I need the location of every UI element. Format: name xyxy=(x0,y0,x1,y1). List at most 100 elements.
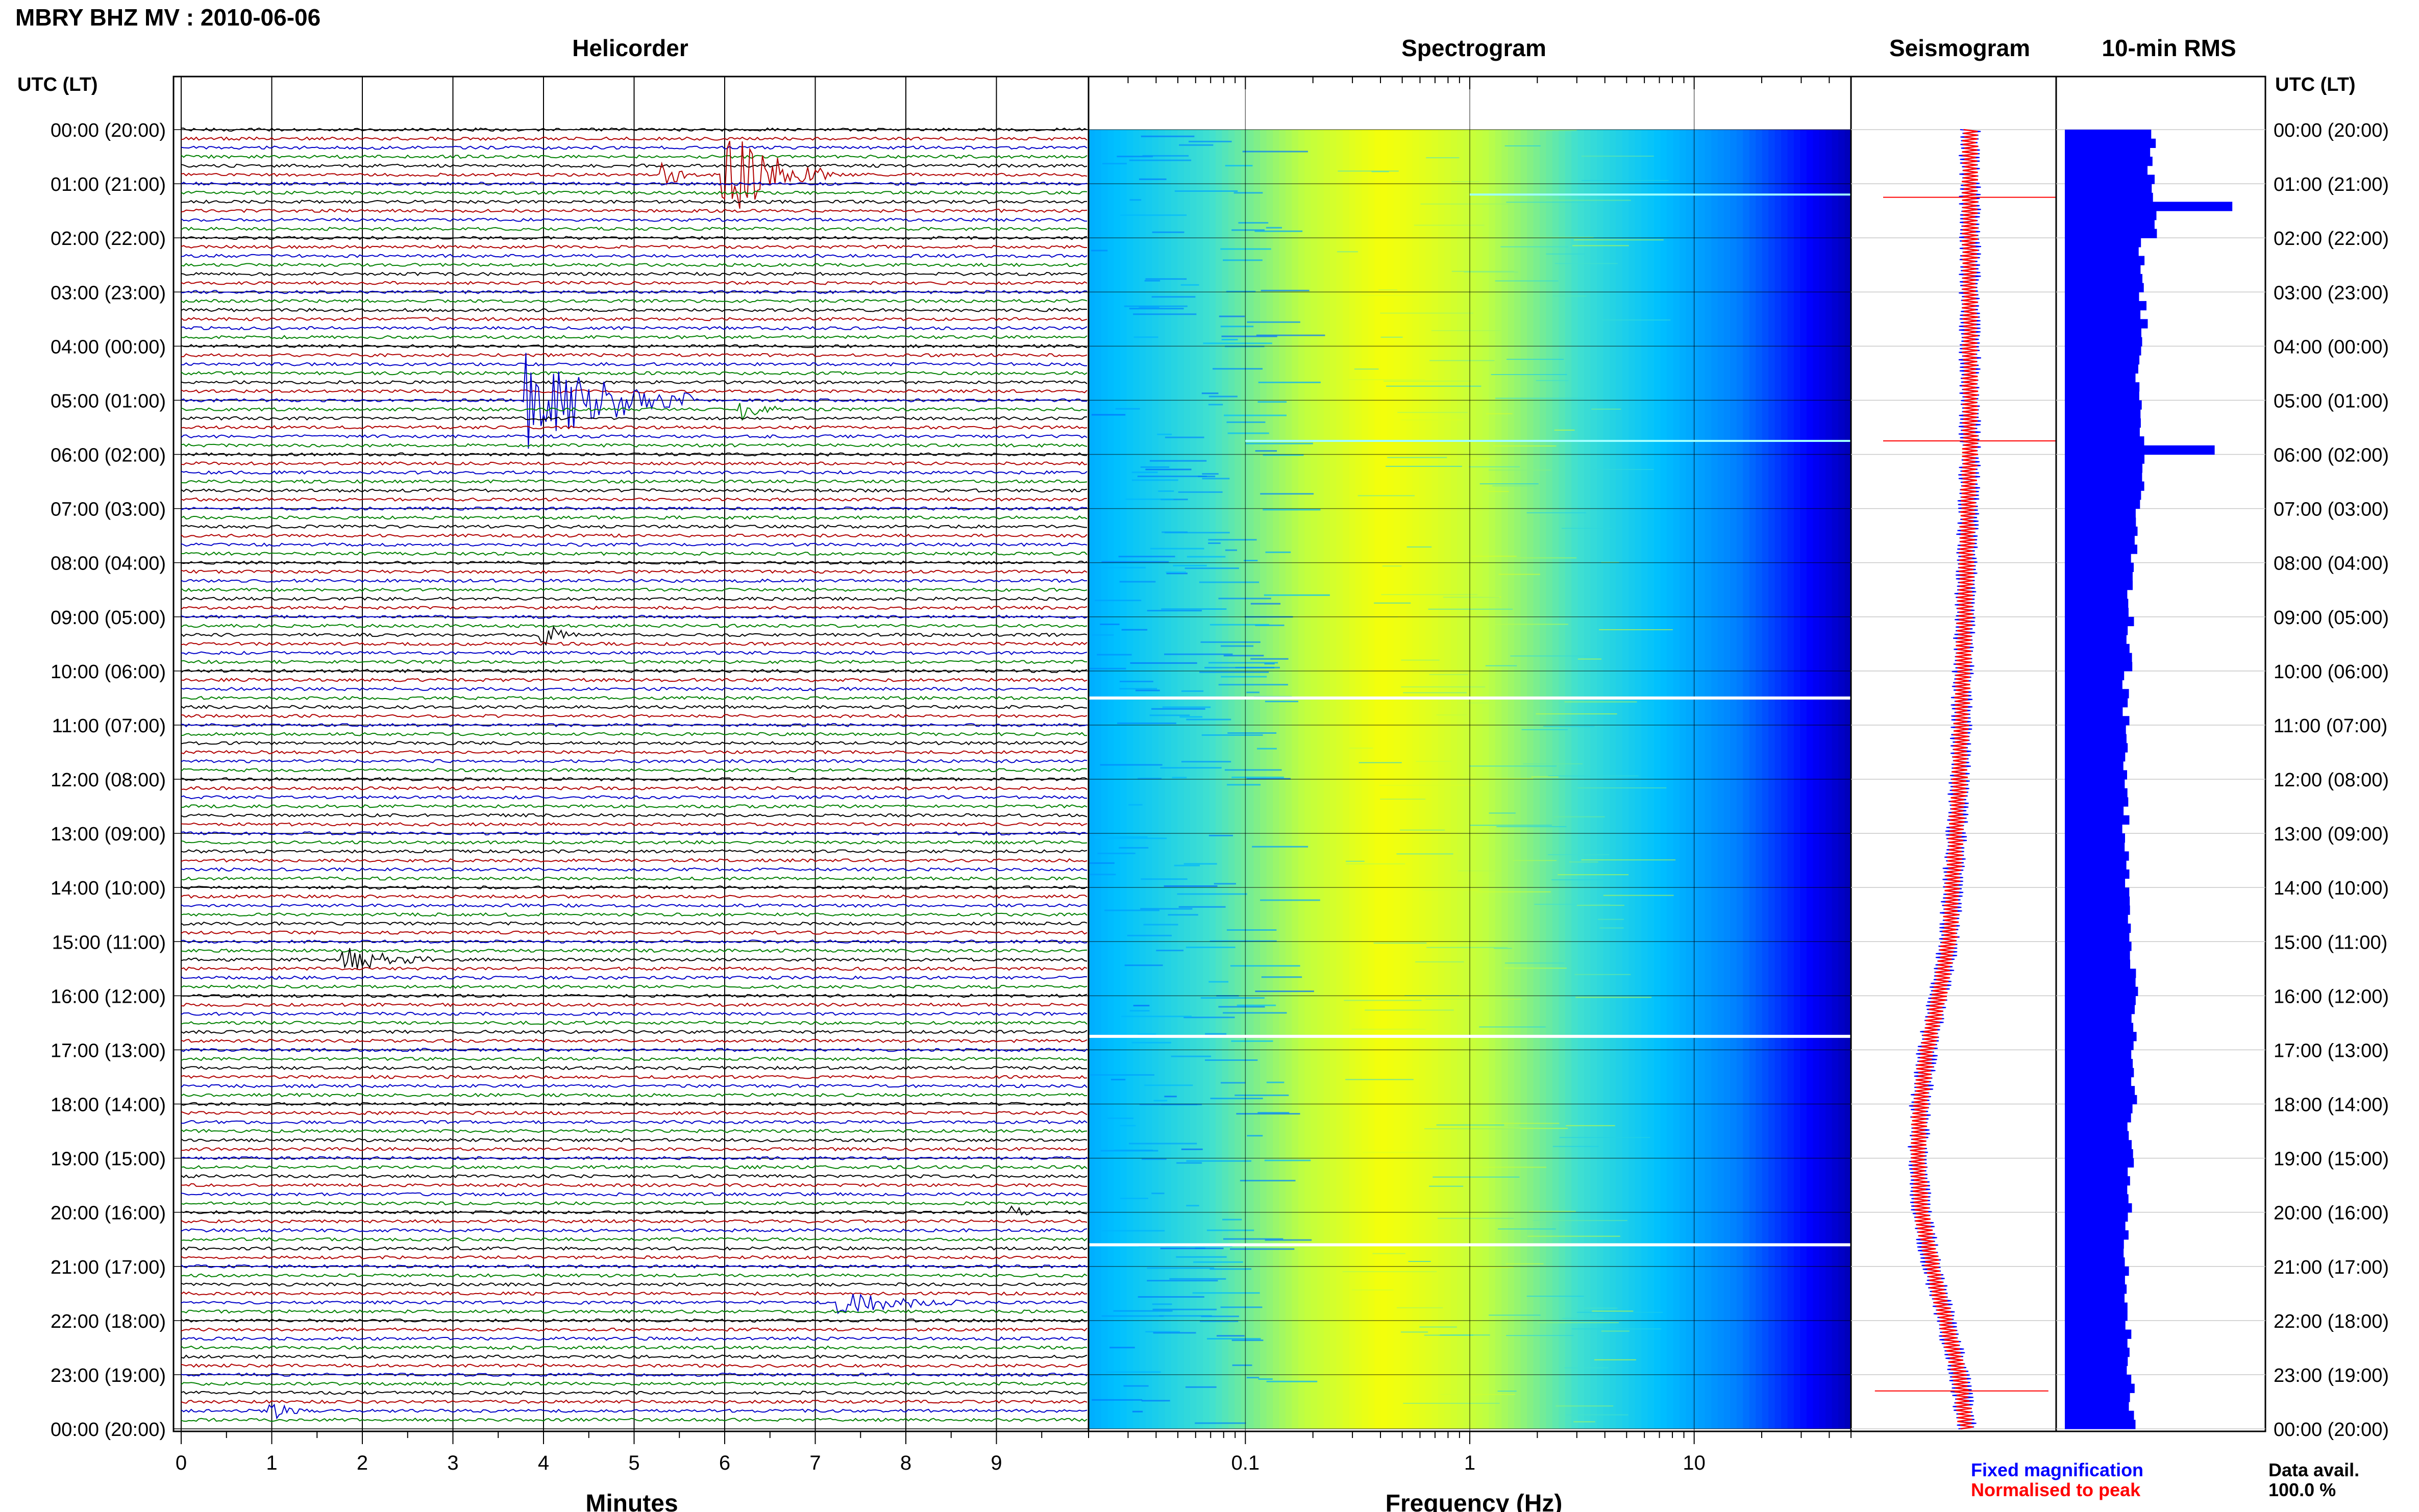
helicorder-trace xyxy=(181,145,1088,150)
helicorder-xlabel: Minutes xyxy=(585,1490,678,1512)
rms-bar xyxy=(2065,1410,2134,1420)
time-label-left: 23:00 (19:00) xyxy=(51,1365,166,1386)
rms-bar xyxy=(2065,707,2123,716)
helicorder-trace xyxy=(181,434,1088,439)
rms-bar xyxy=(2065,581,2133,590)
helicorder-trace xyxy=(181,1038,1088,1044)
rms-bar xyxy=(2065,1374,2132,1384)
rms-bar xyxy=(2065,256,2145,265)
time-label-left: 01:00 (21:00) xyxy=(51,174,166,195)
rms-bar xyxy=(2065,969,2136,978)
rms-bar xyxy=(2065,1402,2129,1411)
rms-bar xyxy=(2065,833,2125,843)
helicorder-trace xyxy=(181,759,1088,763)
rms-bar xyxy=(2065,689,2129,699)
helicorder-trace xyxy=(181,858,1088,863)
helicorder-trace xyxy=(181,939,1088,944)
rms-bar xyxy=(2065,860,2127,870)
helicorder-trace xyxy=(181,849,1088,854)
rms-bar xyxy=(2065,978,2136,987)
helicorder-trace xyxy=(181,140,1088,209)
helicorder-trace xyxy=(181,308,1088,312)
helicorder-trace xyxy=(181,208,1088,213)
rms-bar xyxy=(2065,463,2142,473)
rms-bar xyxy=(2065,184,2152,193)
helicorder-trace xyxy=(181,127,1088,132)
rms-bar xyxy=(2065,869,2130,879)
left-axis-header: UTC (LT) xyxy=(17,74,98,95)
seismogram-title: Seismogram xyxy=(1889,35,2030,61)
time-label-right: 20:00 (16:00) xyxy=(2274,1203,2389,1224)
rms-bar xyxy=(2065,211,2157,220)
helicorder-trace xyxy=(181,1002,1088,1007)
rms-bar xyxy=(2065,490,2141,500)
helicorder-x-tick-label: 4 xyxy=(538,1452,549,1474)
time-label-right: 09:00 (05:00) xyxy=(2274,607,2389,629)
rms-bar xyxy=(2065,770,2127,780)
rms-bar xyxy=(2065,1293,2125,1303)
rms-bar xyxy=(2065,1013,2132,1023)
rms-bar xyxy=(2065,544,2137,554)
helicorder-trace xyxy=(181,1147,1088,1152)
helicorder-trace xyxy=(181,524,1088,529)
rms-bar xyxy=(2065,373,2136,383)
time-label-left: 18:00 (14:00) xyxy=(51,1095,166,1116)
helicorder-trace xyxy=(181,1219,1088,1224)
helicorder-trace xyxy=(181,596,1088,601)
helicorder-trace xyxy=(181,1403,1088,1420)
helicorder-trace xyxy=(181,750,1088,755)
helicorder-trace xyxy=(181,1372,1088,1377)
time-label-left: 03:00 (23:00) xyxy=(51,282,166,304)
rms-bar xyxy=(2065,554,2131,563)
rms-bar xyxy=(2065,608,2129,617)
time-label-left: 15:00 (11:00) xyxy=(52,932,166,953)
helicorder-trace xyxy=(181,840,1088,845)
time-label-left: 09:00 (05:00) xyxy=(51,607,166,629)
rms-bar xyxy=(2065,175,2155,184)
helicorder-trace xyxy=(181,641,1088,647)
helicorder-trace xyxy=(181,624,1088,628)
helicorder-trace xyxy=(181,948,1088,969)
rms-bar xyxy=(2065,219,2155,230)
rms-bar xyxy=(2065,986,2138,996)
rms-bar xyxy=(2065,1248,2124,1258)
left-time-labels: 00:00 (20:00) 01:00 (21:00) 02:00 (22:00) 0… xyxy=(51,120,166,1441)
rms-bar xyxy=(2065,996,2136,1005)
rms-bar xyxy=(2065,905,2130,915)
helicorder-title: Helicorder xyxy=(572,35,688,61)
helicorder-trace xyxy=(181,975,1088,980)
rms-bar xyxy=(2065,1050,2132,1059)
helicorder-trace xyxy=(181,1309,1088,1314)
helicorder-trace xyxy=(181,1318,1088,1323)
rms-bar xyxy=(2065,292,2139,302)
helicorder-trace xyxy=(181,281,1088,285)
helicorder-x-tick-label: 8 xyxy=(900,1452,911,1474)
spectrogram-x-tick-label: 10 xyxy=(1683,1452,1706,1474)
time-label-right: 23:00 (19:00) xyxy=(2274,1365,2389,1386)
helicorder-x-tick-label: 3 xyxy=(447,1452,458,1474)
rms-bars xyxy=(2065,130,2233,1429)
rms-bar xyxy=(2065,157,2153,166)
rms-bar xyxy=(2065,743,2128,753)
helicorder-trace xyxy=(181,876,1088,881)
rms-bar xyxy=(2065,508,2136,518)
helicorder-trace xyxy=(181,1174,1088,1179)
rms-bar xyxy=(2065,914,2128,924)
helicorder-trace xyxy=(181,786,1088,790)
rms-bar xyxy=(2065,1420,2136,1429)
helicorder-trace xyxy=(181,290,1088,294)
helicorder-trace xyxy=(181,930,1088,935)
helicorder-trace xyxy=(181,254,1088,258)
spectrogram-overlay xyxy=(1089,77,1851,1431)
time-label-left: 16:00 (12:00) xyxy=(51,986,166,1007)
time-label-right: 00:00 (20:00) xyxy=(2274,120,2389,141)
helicorder-trace xyxy=(181,912,1088,917)
time-label-right: 03:00 (23:00) xyxy=(2274,282,2389,304)
helicorder-trace xyxy=(181,1020,1088,1025)
helicorder-trace xyxy=(181,651,1088,655)
rms-bar xyxy=(2065,1230,2129,1240)
helicorder-trace xyxy=(181,966,1088,971)
time-label-left: 00:00 (20:00) xyxy=(51,1419,166,1441)
helicorder-trace xyxy=(181,1345,1088,1350)
rms-bar xyxy=(2065,959,2131,969)
